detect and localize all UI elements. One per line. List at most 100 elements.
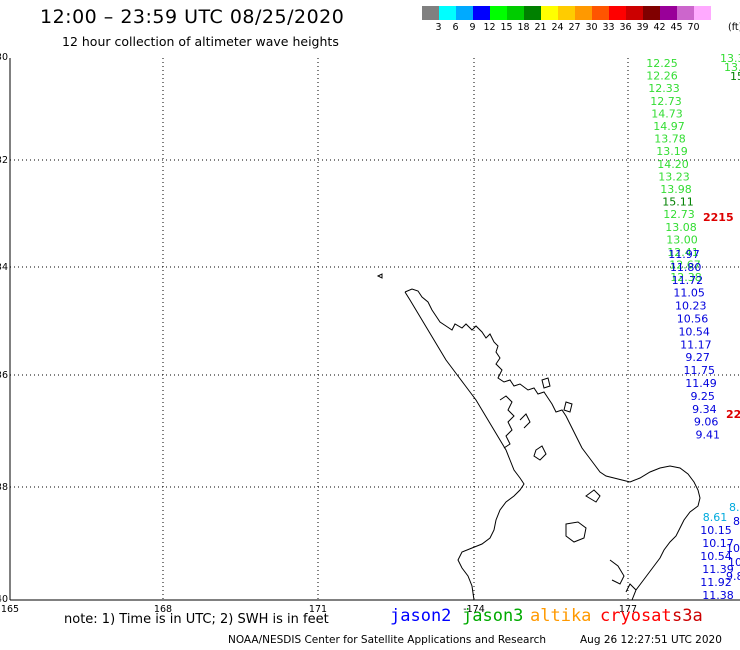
swh-label-blue: 10.17 (702, 537, 734, 550)
swh-label-cyan: 8.61 (703, 511, 728, 524)
coastline-inlets (376, 273, 637, 593)
scale-label: 18 (517, 22, 530, 33)
scale-label: 70 (687, 22, 700, 33)
coastline-west (404, 291, 525, 601)
swh-label-blue: 10.54 (678, 325, 710, 338)
swh-label-blue: 9.41 (696, 429, 721, 442)
swh-label-blue: 11.05 (673, 287, 705, 300)
swh-label-blue: 11.49 (685, 377, 717, 390)
footer-credit: NOAA/NESDIS Center for Satellite Applica… (228, 634, 546, 646)
pass-time-label: 2215 (703, 211, 734, 224)
swh-label-blue: 10.15 (700, 524, 732, 537)
lat-label: -30 (0, 52, 8, 63)
swh-label-blue: 11.80 (670, 261, 702, 274)
scale-swatch (422, 6, 439, 20)
swh-label-green: 13.78 (654, 133, 686, 146)
scale-label: 33 (602, 22, 615, 33)
swh-label-blue: 9.25 (690, 390, 715, 403)
swh-label-green-edge: 15 (730, 70, 740, 83)
pass-time-label: 22 (726, 408, 740, 421)
swh-label-green: 13.19 (656, 145, 688, 158)
scale-swatch (490, 6, 507, 20)
lon-label: -174 (463, 604, 485, 615)
scale-label: 36 (619, 22, 632, 33)
swh-label-green: 12.73 (663, 208, 695, 221)
swh-label-green: 15.11 (662, 196, 694, 209)
scale-swatch (643, 6, 660, 20)
swh-label-blue: 9.06 (694, 416, 719, 429)
scale-swatch (541, 6, 558, 20)
swh-label-green: 12.73 (650, 95, 682, 108)
legend-cryosat: cryosat (600, 606, 672, 626)
swh-label-green-edge: 13.3 (720, 52, 740, 65)
swh-label-blue: 11.72 (672, 274, 704, 287)
swh-label-blue-edge: 8. (729, 501, 740, 514)
swh-label-blue: 11.39 (702, 563, 734, 576)
swh-label-green: 12.25 (646, 57, 678, 70)
scale-swatch (660, 6, 677, 20)
page-subtitle: 12 hour collection of altimeter wave hei… (62, 34, 339, 49)
scale-label: 30 (585, 22, 598, 33)
scale-swatch (677, 6, 694, 20)
scale-swatch (694, 6, 711, 20)
scale-label: 39 (636, 22, 649, 33)
swh-label-blue: 10.23 (675, 300, 707, 313)
scale-label: 21 (534, 22, 547, 33)
swh-label-blue: 9.34 (692, 403, 717, 416)
swh-label-blue: 11.97 (668, 248, 700, 261)
swh-label-green: 14.97 (653, 120, 685, 133)
lon-label: 177 (619, 604, 637, 615)
lon-label: 171 (309, 604, 327, 615)
swh-label-green: 13.08 (665, 221, 697, 234)
swh-label-green: 12.38 (670, 271, 702, 284)
coastline-north-island (404, 288, 701, 601)
scale-label: 6 (452, 22, 459, 33)
legend-jason2: jason2 (390, 606, 452, 626)
scale-label: 15 (500, 22, 513, 33)
scale-label: 9 (469, 22, 476, 33)
scale-swatch (439, 6, 456, 20)
swh-label-green: 14.73 (651, 107, 683, 120)
swh-label-blue-edge: 8.8 (733, 515, 740, 528)
scale-swatch (524, 6, 541, 20)
swh-label-blue: 11.92 (700, 576, 732, 589)
grid-lines (10, 58, 740, 600)
lat-label: -32 (0, 155, 8, 166)
scale-swatch (592, 6, 609, 20)
swh-label-green: 13.00 (666, 233, 698, 246)
lat-label: -38 (0, 482, 8, 493)
swh-label-blue-edge: 9.84 (726, 570, 740, 583)
footer-timestamp: Aug 26 12:27:51 UTC 2020 (580, 634, 722, 646)
scale-swatch (558, 6, 575, 20)
swh-label-green: 12.67 (669, 259, 701, 272)
swh-label-green: 12.33 (648, 82, 680, 95)
swh-label-green: 13.23 (658, 170, 690, 183)
scale-label: 42 (653, 22, 666, 33)
scale-label: 24 (551, 22, 564, 33)
legend-altika: altika (530, 606, 592, 626)
swh-label-blue: 10.56 (677, 313, 709, 326)
scale-unit: (ft) (728, 22, 740, 33)
scale-swatch (473, 6, 490, 20)
scale-swatch (626, 6, 643, 20)
swh-label-blue: 11.17 (680, 338, 712, 351)
lon-label: 165 (1, 604, 19, 615)
swh-label-blue: 11.38 (702, 589, 734, 602)
footer-note: note: 1) Time is in UTC; 2) SWH is in fe… (64, 612, 329, 627)
swh-label-green: 13.98 (660, 183, 692, 196)
page-title: 12:00 – 23:59 UTC 08/25/2020 (40, 6, 345, 28)
scale-swatch (575, 6, 592, 20)
legend-s3a: s3a (672, 606, 703, 626)
scale-label: 45 (670, 22, 683, 33)
scale-swatch (609, 6, 626, 20)
swh-label-blue-edge: 10.0 (726, 542, 740, 555)
scale-label: 12 (483, 22, 496, 33)
scale-swatch (456, 6, 473, 20)
scale-label: 27 (568, 22, 581, 33)
scale-label: 3 (435, 22, 442, 33)
swh-label-blue-edge: 10.49 (728, 556, 740, 569)
swh-label-green: 12.41 (667, 246, 699, 259)
swh-label-blue: 10.54 (700, 550, 732, 563)
legend-jason3: jason3 (462, 606, 524, 626)
